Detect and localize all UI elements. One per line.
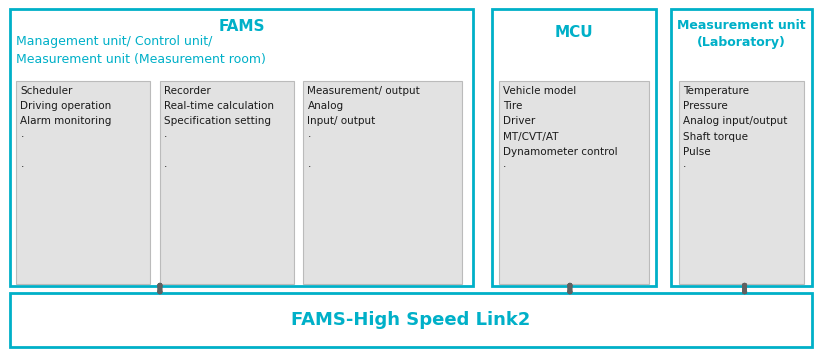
Bar bbox=[10, 9, 473, 286]
Bar bbox=[160, 81, 293, 284]
Bar bbox=[498, 81, 648, 284]
Bar bbox=[10, 293, 811, 347]
Text: Temperature
Pressure
Analog input/output
Shaft torque
Pulse
·: Temperature Pressure Analog input/output… bbox=[682, 86, 786, 172]
Text: Scheduler
Driving operation
Alarm monitoring
·

·: Scheduler Driving operation Alarm monito… bbox=[20, 86, 111, 172]
Text: FAMS-High Speed Link2: FAMS-High Speed Link2 bbox=[291, 311, 530, 329]
Bar bbox=[491, 9, 655, 286]
Bar bbox=[303, 81, 461, 284]
Text: Management unit/ Control unit/
Measurement unit (Measurement room): Management unit/ Control unit/ Measureme… bbox=[16, 35, 266, 66]
Bar bbox=[670, 9, 811, 286]
Text: Measurement unit
(Laboratory): Measurement unit (Laboratory) bbox=[676, 19, 804, 49]
Text: MCU: MCU bbox=[554, 25, 593, 40]
Text: Recorder
Real-time calculation
Specification setting
·

·: Recorder Real-time calculation Specifica… bbox=[164, 86, 274, 172]
Bar bbox=[678, 81, 803, 284]
Bar bbox=[16, 81, 150, 284]
Text: Measurement/ output
Analog
Input/ output
·

·: Measurement/ output Analog Input/ output… bbox=[307, 86, 420, 172]
Text: FAMS: FAMS bbox=[219, 19, 265, 34]
Text: Vehicle model
Tire
Driver
MT/CVT/AT
Dynamometer control
·: Vehicle model Tire Driver MT/CVT/AT Dyna… bbox=[502, 86, 617, 172]
